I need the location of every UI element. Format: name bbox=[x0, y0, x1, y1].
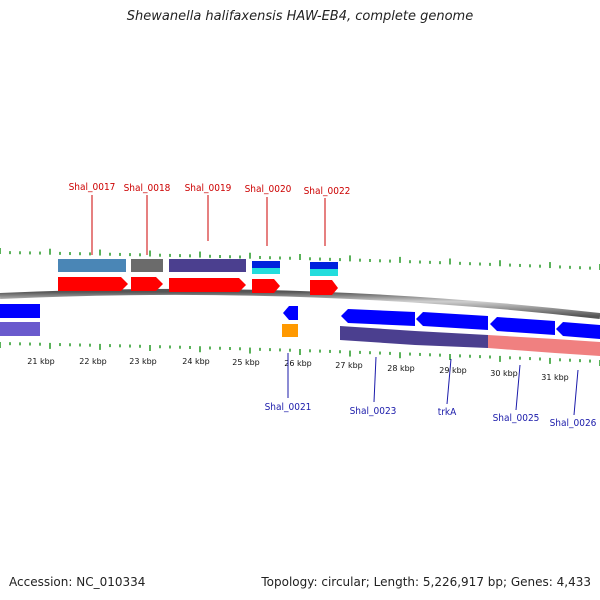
cds-shal-0019[interactable] bbox=[169, 278, 246, 292]
leader-line bbox=[446, 358, 452, 405]
cds-shal-0026[interactable] bbox=[556, 322, 600, 339]
cog-bar-shal-0023[interactable] bbox=[340, 326, 415, 345]
accession-text: Accession: NC_010334 bbox=[9, 575, 146, 589]
cog-bar-shal-0022b[interactable] bbox=[310, 269, 338, 276]
cog-bar-trka[interactable] bbox=[415, 331, 488, 348]
cog-bar-left-partial[interactable] bbox=[0, 322, 40, 336]
forward-strand bbox=[58, 259, 338, 295]
reverse-gene-labels: Shal_0021 Shal_0023 trkA Shal_0025 Shal_… bbox=[265, 353, 597, 429]
cds-shal-0021[interactable] bbox=[283, 306, 298, 320]
map-title: Shewanella halifaxensis HAW-EB4, complet… bbox=[126, 9, 474, 24]
kbp-labels: 21 kbp 22 kbp 23 kbp 24 kbp 25 kbp 26 kb… bbox=[27, 357, 569, 382]
gene-label-shal-0022[interactable]: Shal_0022 bbox=[304, 186, 351, 197]
gene-label-shal-0017[interactable]: Shal_0017 bbox=[69, 182, 116, 193]
cog-bar-shal-0020b[interactable] bbox=[252, 268, 280, 274]
gene-label-trka[interactable]: trkA bbox=[438, 407, 457, 418]
cog-bar-shal-0022a[interactable] bbox=[310, 262, 338, 269]
genome-summary-text: Topology: circular; Length: 5,226,917 bp… bbox=[261, 575, 591, 589]
kbp-label: 21 kbp bbox=[27, 357, 55, 366]
cds-shal-0017[interactable] bbox=[58, 277, 128, 291]
tick-marks bbox=[0, 248, 600, 366]
cog-bar-shal-0020a[interactable] bbox=[252, 261, 280, 268]
cds-shal-0025[interactable] bbox=[490, 317, 555, 335]
leader-line bbox=[373, 356, 377, 403]
cog-bar-shal-0026[interactable] bbox=[555, 339, 600, 356]
kbp-label: 25 kbp bbox=[232, 358, 260, 367]
cds-trka[interactable] bbox=[416, 312, 488, 330]
gene-label-shal-0023[interactable]: Shal_0023 bbox=[350, 406, 397, 417]
gene-label-shal-0018[interactable]: Shal_0018 bbox=[124, 183, 171, 194]
cds-shal-0018[interactable] bbox=[131, 277, 163, 291]
gene-label-shal-0019[interactable]: Shal_0019 bbox=[185, 183, 232, 194]
leader-line bbox=[515, 364, 521, 411]
kbp-label: 26 kbp bbox=[284, 359, 312, 368]
kbp-label: 23 kbp bbox=[129, 357, 157, 366]
gene-label-shal-0020[interactable]: Shal_0020 bbox=[245, 184, 292, 195]
kbp-label: 30 kbp bbox=[490, 369, 518, 378]
cog-bar-shal-0018[interactable] bbox=[131, 259, 163, 272]
cds-shal-0023[interactable] bbox=[341, 309, 415, 326]
genome-backbone bbox=[0, 288, 600, 319]
kbp-label: 24 kbp bbox=[182, 357, 210, 366]
cog-bar-shal-0025[interactable] bbox=[488, 335, 555, 353]
kbp-label: 29 kbp bbox=[439, 366, 467, 375]
cog-bar-shal-0017[interactable] bbox=[58, 259, 126, 272]
cds-left-partial[interactable] bbox=[0, 304, 40, 318]
kbp-label: 28 kbp bbox=[387, 364, 415, 373]
kbp-label: 31 kbp bbox=[541, 373, 569, 382]
gene-label-shal-0026[interactable]: Shal_0026 bbox=[550, 418, 597, 429]
cog-bar-shal-0019[interactable] bbox=[169, 259, 246, 272]
reverse-strand bbox=[0, 304, 600, 356]
cds-shal-0020[interactable] bbox=[252, 279, 280, 293]
kbp-label: 27 kbp bbox=[335, 361, 363, 370]
leader-line bbox=[573, 369, 579, 416]
forward-gene-labels: Shal_0017 Shal_0018 Shal_0019 Shal_0020 … bbox=[69, 182, 351, 255]
kbp-label: 22 kbp bbox=[79, 357, 107, 366]
gene-label-shal-0025[interactable]: Shal_0025 bbox=[493, 413, 540, 424]
cds-shal-0022[interactable] bbox=[310, 280, 338, 295]
cog-bar-shal-0021[interactable] bbox=[282, 324, 298, 337]
gene-label-shal-0021[interactable]: Shal_0021 bbox=[265, 402, 312, 413]
